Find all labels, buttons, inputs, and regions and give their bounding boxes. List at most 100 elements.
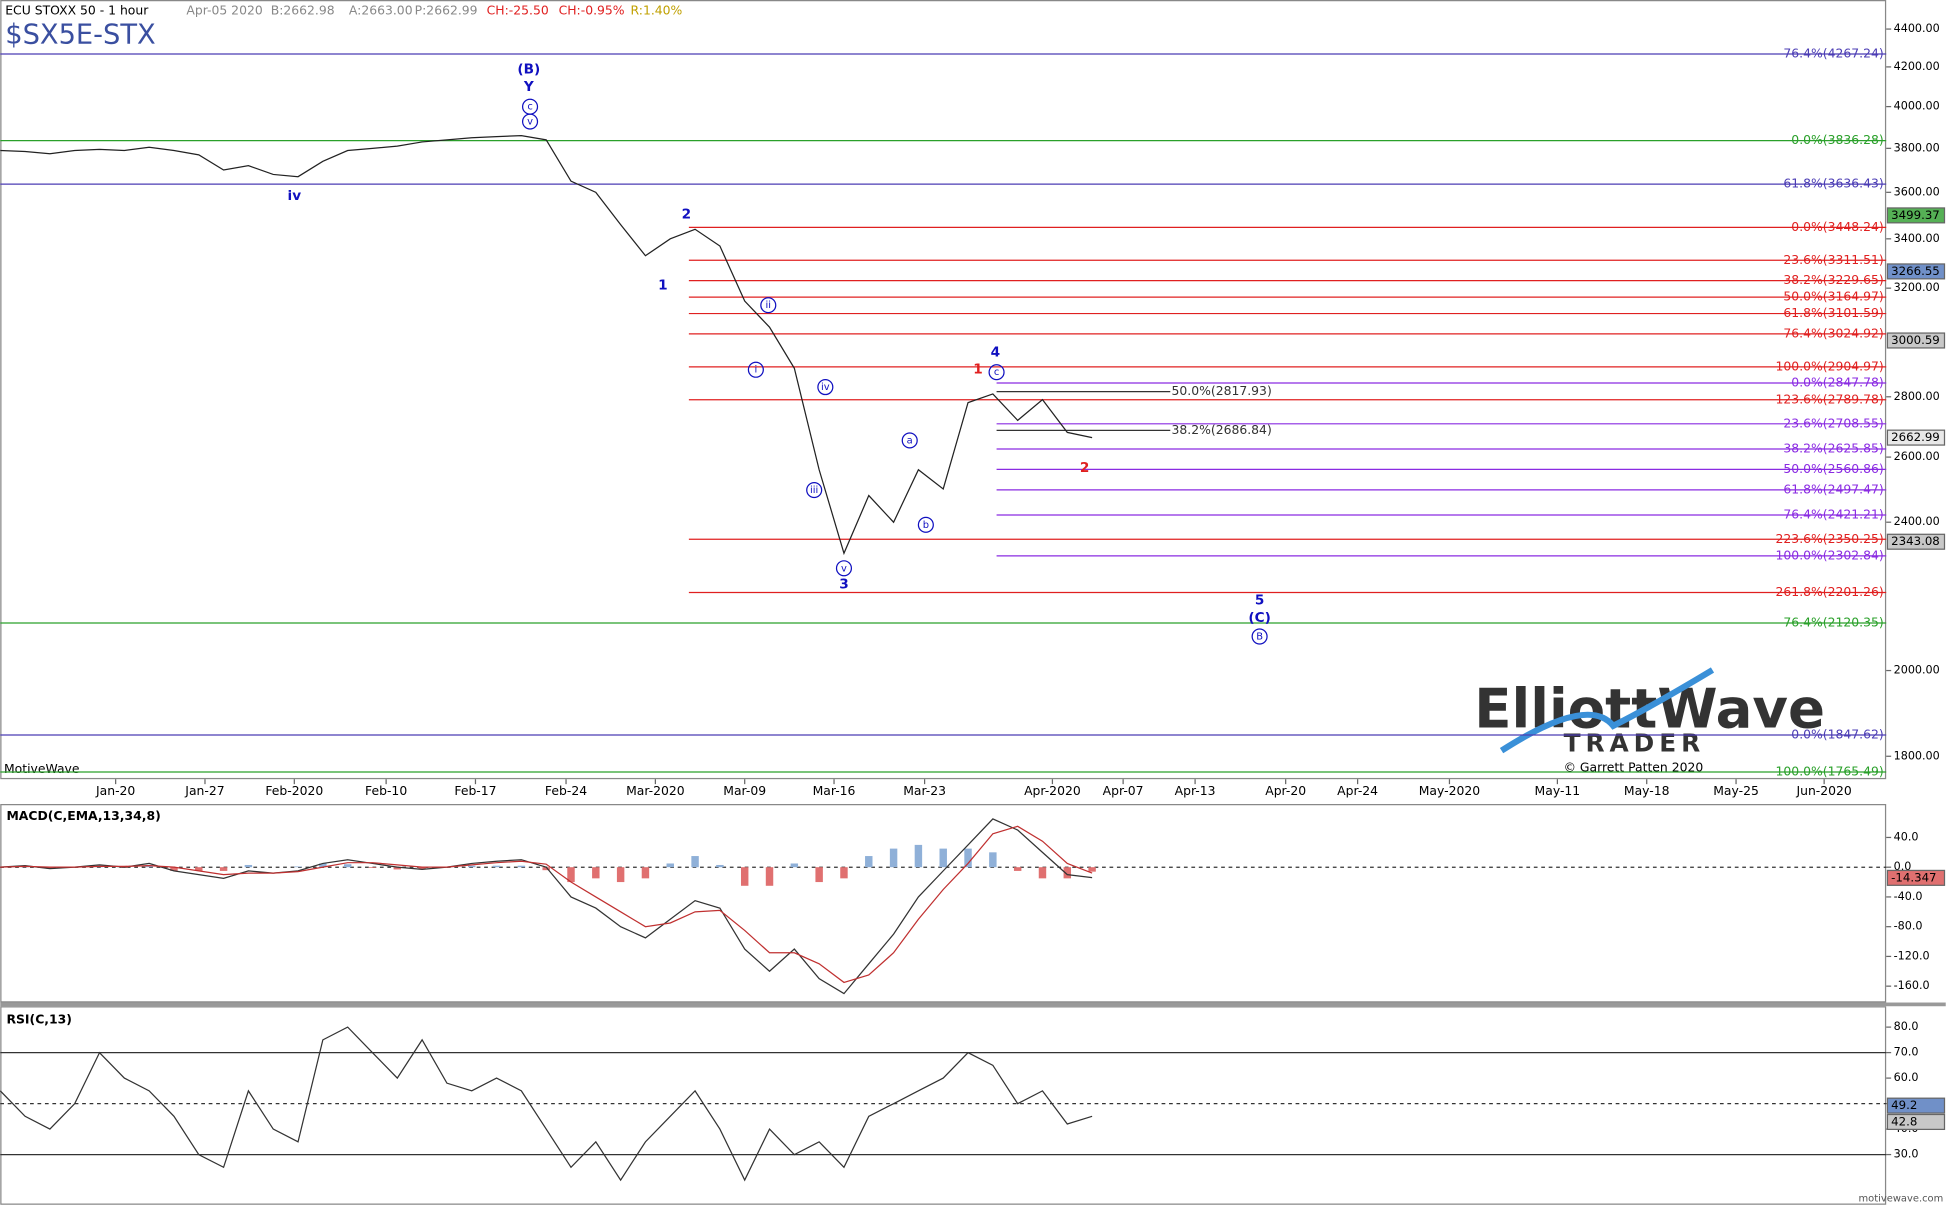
- wave-label: iv: [288, 188, 302, 204]
- wave-circle: [817, 379, 834, 396]
- fib-label: 38.2%(2686.84): [1172, 422, 1272, 437]
- x-tick-label: Mar-09: [723, 783, 766, 798]
- histogram-bar: [1038, 867, 1047, 879]
- y-tick-label: 60.0: [1894, 1071, 1919, 1084]
- x-tick-label: Mar-16: [813, 783, 856, 798]
- histogram-bar: [319, 863, 327, 868]
- y-tick-label: 2800.00: [1894, 390, 1940, 403]
- wave-circle: [747, 361, 764, 378]
- y-tick-label: -120.0: [1894, 949, 1930, 962]
- price-tag: [1886, 263, 1946, 280]
- x-tick-label: May-18: [1624, 783, 1670, 798]
- price-tag-label: 49.2: [1891, 1098, 1917, 1112]
- range: R:1.40%: [631, 3, 683, 18]
- wave-label: c: [527, 102, 532, 113]
- x-tick-label: Feb-10: [365, 783, 407, 798]
- histogram-bar: [244, 864, 253, 868]
- fib-label: 50.0%(2560.86): [1783, 461, 1883, 476]
- wave-circle: [1251, 628, 1268, 645]
- histogram-bar: [170, 867, 178, 871]
- histogram-bar: [567, 867, 575, 883]
- histogram-bar: [343, 864, 352, 868]
- histogram-bar: [989, 852, 997, 868]
- x-tick-label: Apr-13: [1175, 783, 1216, 798]
- wave-label: iii: [810, 485, 818, 496]
- price: P:2662.99: [415, 3, 478, 18]
- x-tick-label: May-2020: [1419, 783, 1481, 798]
- fib-label: 0.0%(3836.28): [1791, 132, 1883, 147]
- wave-label: (C): [1248, 610, 1270, 626]
- fib-label: 100.0%(2302.84): [1776, 547, 1884, 562]
- y-tick-label: 4000.00: [1894, 100, 1940, 113]
- price-tag-label: 2343.08: [1891, 534, 1940, 548]
- price-tag-label: 3000.59: [1891, 333, 1940, 347]
- wave-label: ii: [766, 300, 772, 311]
- histogram-bar: [740, 867, 749, 886]
- wave-circle: [835, 560, 853, 577]
- change-pct: CH:-0.95%: [559, 3, 625, 18]
- y-tick-label: 30.0: [1894, 1148, 1919, 1161]
- y-tick-label: 80.0: [1894, 1020, 1919, 1033]
- wave-label: v: [527, 117, 533, 128]
- fib-label: 61.8%(3101.59): [1783, 305, 1883, 320]
- wave-circle: [901, 432, 918, 449]
- y-tick-label: 3200.00: [1894, 281, 1940, 294]
- x-tick-label: May-25: [1713, 783, 1759, 798]
- y-tick-label: 4400.00: [1894, 22, 1940, 35]
- wave-circle: [806, 482, 823, 499]
- macd-panel: [0, 804, 1887, 1003]
- y-tick-label: -40.0: [1894, 890, 1923, 903]
- fib-label: 76.4%(2421.21): [1783, 507, 1883, 522]
- histogram-bar: [219, 867, 228, 871]
- histogram-bar: [914, 844, 923, 868]
- price-tag: [1886, 429, 1946, 446]
- y-tick-label: -160.0: [1894, 979, 1930, 992]
- histogram-bar: [294, 866, 302, 868]
- y-tick-label: 3400.00: [1894, 232, 1940, 245]
- macd-line: [0, 818, 1093, 995]
- y-tick-label: 4200.00: [1894, 60, 1940, 73]
- histogram-bar: [492, 865, 501, 868]
- wave-label: B: [1256, 632, 1263, 643]
- histogram-bar: [1063, 867, 1072, 879]
- fib-label: 38.2%(3229.65): [1783, 272, 1883, 287]
- wave-label: 5: [1255, 593, 1264, 609]
- wave-circle: [521, 113, 539, 130]
- fib-label: 76.4%(3024.92): [1783, 325, 1883, 340]
- histogram-bar: [889, 848, 898, 868]
- histogram-bar: [542, 867, 550, 871]
- panel-title: RSI(C,13): [6, 1011, 71, 1026]
- wave-label: 3: [839, 576, 848, 592]
- fib-label: 76.4%(2120.35): [1783, 615, 1883, 630]
- ask: A:2663.00: [349, 3, 413, 18]
- x-tick-label: Feb-2020: [265, 783, 323, 798]
- wave-label: 1: [658, 277, 667, 293]
- x-tick-label: Apr-07: [1103, 783, 1144, 798]
- macd-line: [0, 825, 1093, 984]
- wave-label: 2: [1080, 460, 1089, 476]
- rsi-panel: [0, 1006, 1887, 1205]
- ticker: $SX5E-STX: [5, 19, 155, 50]
- histogram-bar: [468, 865, 476, 868]
- x-tick-label: Feb-24: [545, 783, 587, 798]
- price-panel: [0, 0, 1887, 780]
- y-tick-label: 2000.00: [1894, 664, 1940, 677]
- y-tick-label: -80.0: [1894, 920, 1923, 933]
- x-tick-label: Apr-24: [1337, 783, 1378, 798]
- price-line: [0, 134, 1093, 556]
- change: CH:-25.50: [487, 3, 549, 18]
- price-tag-label: 42.8: [1891, 1114, 1917, 1128]
- fib-label: 38.2%(2625.85): [1783, 441, 1883, 456]
- price-tag-label: 2662.99: [1891, 430, 1940, 444]
- histogram-bar: [517, 865, 526, 868]
- histogram-bar: [865, 856, 873, 868]
- wave-label: iv: [821, 382, 830, 393]
- histogram-bar: [765, 867, 774, 886]
- price-tag: [1886, 869, 1946, 886]
- y-tick-label: 40.0: [1894, 830, 1919, 843]
- histogram-bar: [368, 867, 377, 868]
- wave-label: 4: [991, 344, 1000, 360]
- separator: [0, 1002, 1946, 1007]
- fib-label: 0.0%(2847.78): [1791, 375, 1883, 390]
